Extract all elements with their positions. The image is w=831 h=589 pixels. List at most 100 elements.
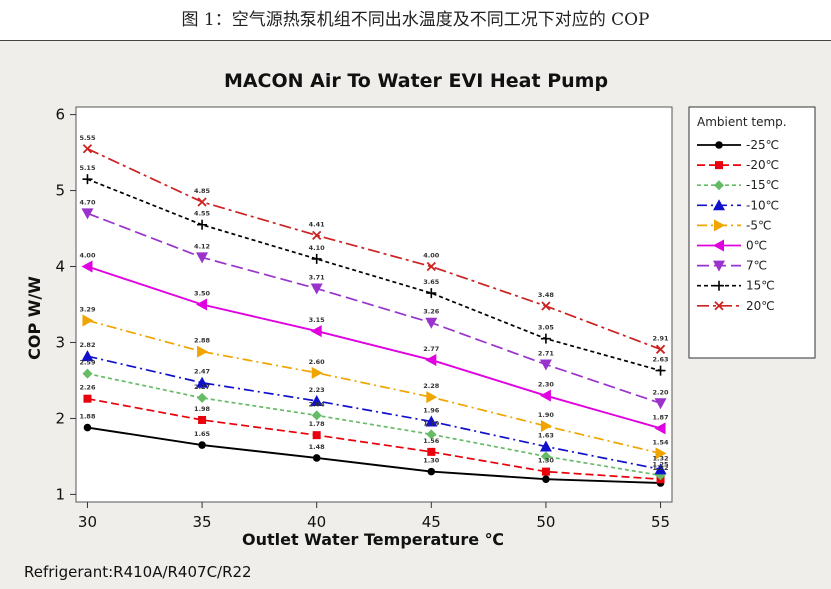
legend-label: 0℃: [746, 239, 767, 253]
data-label: 4.70: [79, 198, 96, 206]
series-line: [87, 265, 661, 430]
legend-item: -5℃: [697, 218, 771, 232]
data-label: 4.55: [194, 210, 211, 218]
data-point: [82, 314, 94, 327]
plot-area: [75, 106, 673, 503]
data-label: 2.60: [309, 358, 326, 366]
data-point: [541, 301, 551, 311]
x-axis-label: Outlet Water Temperature ℃: [242, 530, 504, 549]
y-axis-label: COP W/W: [25, 276, 44, 360]
data-label: 3.71: [309, 274, 326, 282]
chart-svg: MACON Air To Water EVI Heat Pump 30 35 40 4…: [24, 70, 816, 581]
data-label: 4.10: [309, 244, 326, 252]
legend-label: -10℃: [746, 198, 779, 212]
data-point: [654, 463, 667, 475]
data-point: [83, 394, 92, 403]
data-point: [310, 325, 322, 338]
data-label: 2.63: [653, 356, 669, 364]
data-label: 1.25: [653, 460, 670, 468]
legend-box: [688, 106, 816, 359]
data-label: 2.27: [194, 383, 210, 391]
series--15℃: [82, 368, 666, 481]
data-point: [81, 350, 94, 362]
data-point: [82, 174, 93, 185]
y-tick-label: 3: [55, 333, 65, 351]
x-tick-label: 50: [536, 513, 555, 531]
series-line: [87, 212, 661, 405]
data-label: 1.32: [653, 454, 669, 462]
data-label: 1.87: [653, 413, 669, 421]
legend-item: 0℃: [697, 239, 767, 253]
legend-item: -15℃: [697, 178, 779, 192]
data-point: [541, 467, 550, 476]
data-label: 1.88: [79, 413, 96, 421]
data-label: 3.26: [423, 308, 440, 316]
y-tick-label: 4: [55, 258, 65, 276]
data-label: 1.65: [194, 430, 211, 438]
data-label: 1.30: [538, 457, 555, 465]
y-tick-label: 1: [55, 485, 65, 503]
data-label: 1.78: [309, 420, 326, 428]
legend-item: -10℃: [697, 198, 779, 212]
chart-title: MACON Air To Water EVI Heat Pump: [224, 70, 608, 92]
data-label: 1.96: [423, 406, 440, 414]
data-label: 3.05: [538, 324, 555, 332]
data-label: 3.29: [79, 305, 96, 313]
data-point: [83, 423, 92, 432]
data-point: [539, 389, 551, 402]
x-tick-label: 30: [78, 513, 97, 531]
legend-marker: [714, 280, 724, 291]
data-label: 2.28: [423, 382, 440, 390]
data-point: [426, 429, 437, 440]
legend-marker: [714, 219, 725, 232]
data-point: [197, 197, 207, 207]
data-label: 2.82: [79, 341, 95, 349]
data-point: [655, 447, 667, 460]
series-line: [87, 426, 661, 484]
figure-caption: 图 1：空气源热泵机组不同出水温度及不同工况下对应的 COP: [0, 0, 831, 41]
data-point: [426, 261, 436, 272]
legend-label: -25℃: [746, 138, 779, 152]
legend-item: 20℃: [697, 299, 775, 313]
legend-label: -15℃: [746, 178, 779, 192]
data-point: [540, 420, 552, 433]
data-point: [311, 253, 322, 264]
data-label: 2.04: [309, 400, 326, 408]
series-7℃: [81, 208, 667, 410]
data-label: 2.77: [423, 345, 439, 353]
data-point: [540, 451, 551, 462]
data-point: [81, 260, 93, 273]
legend-title: Ambient temp.: [697, 115, 787, 129]
series-line: [87, 372, 661, 477]
series-line: [87, 355, 661, 471]
series-layer: [81, 144, 667, 487]
legend-label: 7℃: [746, 259, 767, 273]
data-label: 1.30: [423, 457, 440, 465]
data-point: [196, 376, 209, 388]
legend: Ambient temp. -25℃ -20℃ -15℃ -10℃ -5℃ 0℃ 7℃ 15℃…: [688, 106, 816, 359]
x-tick-label: 35: [193, 513, 212, 531]
legend-label: -20℃: [746, 158, 779, 172]
series-line: [87, 148, 661, 351]
data-point: [425, 415, 438, 427]
data-point: [539, 440, 552, 452]
data-label: 1.98: [194, 405, 211, 413]
data-point: [197, 345, 209, 358]
data-point: [197, 392, 208, 403]
data-point: [425, 317, 438, 329]
data-label: 1.48: [309, 443, 326, 451]
data-point: [198, 415, 207, 424]
footnote: Refrigerant:R410A/R407C/R22: [24, 563, 252, 581]
data-label: 3.65: [423, 278, 440, 286]
legend-item: -25℃: [697, 138, 779, 152]
legend-label: 15℃: [746, 279, 775, 293]
data-label: 5.55: [79, 134, 96, 142]
data-point: [196, 298, 208, 311]
data-label: 2.20: [653, 388, 670, 396]
data-point: [655, 365, 666, 376]
legend-marker: [715, 161, 723, 170]
data-point: [427, 467, 436, 476]
data-label: 1.56: [423, 437, 440, 445]
y-tick-label: 5: [55, 182, 65, 200]
